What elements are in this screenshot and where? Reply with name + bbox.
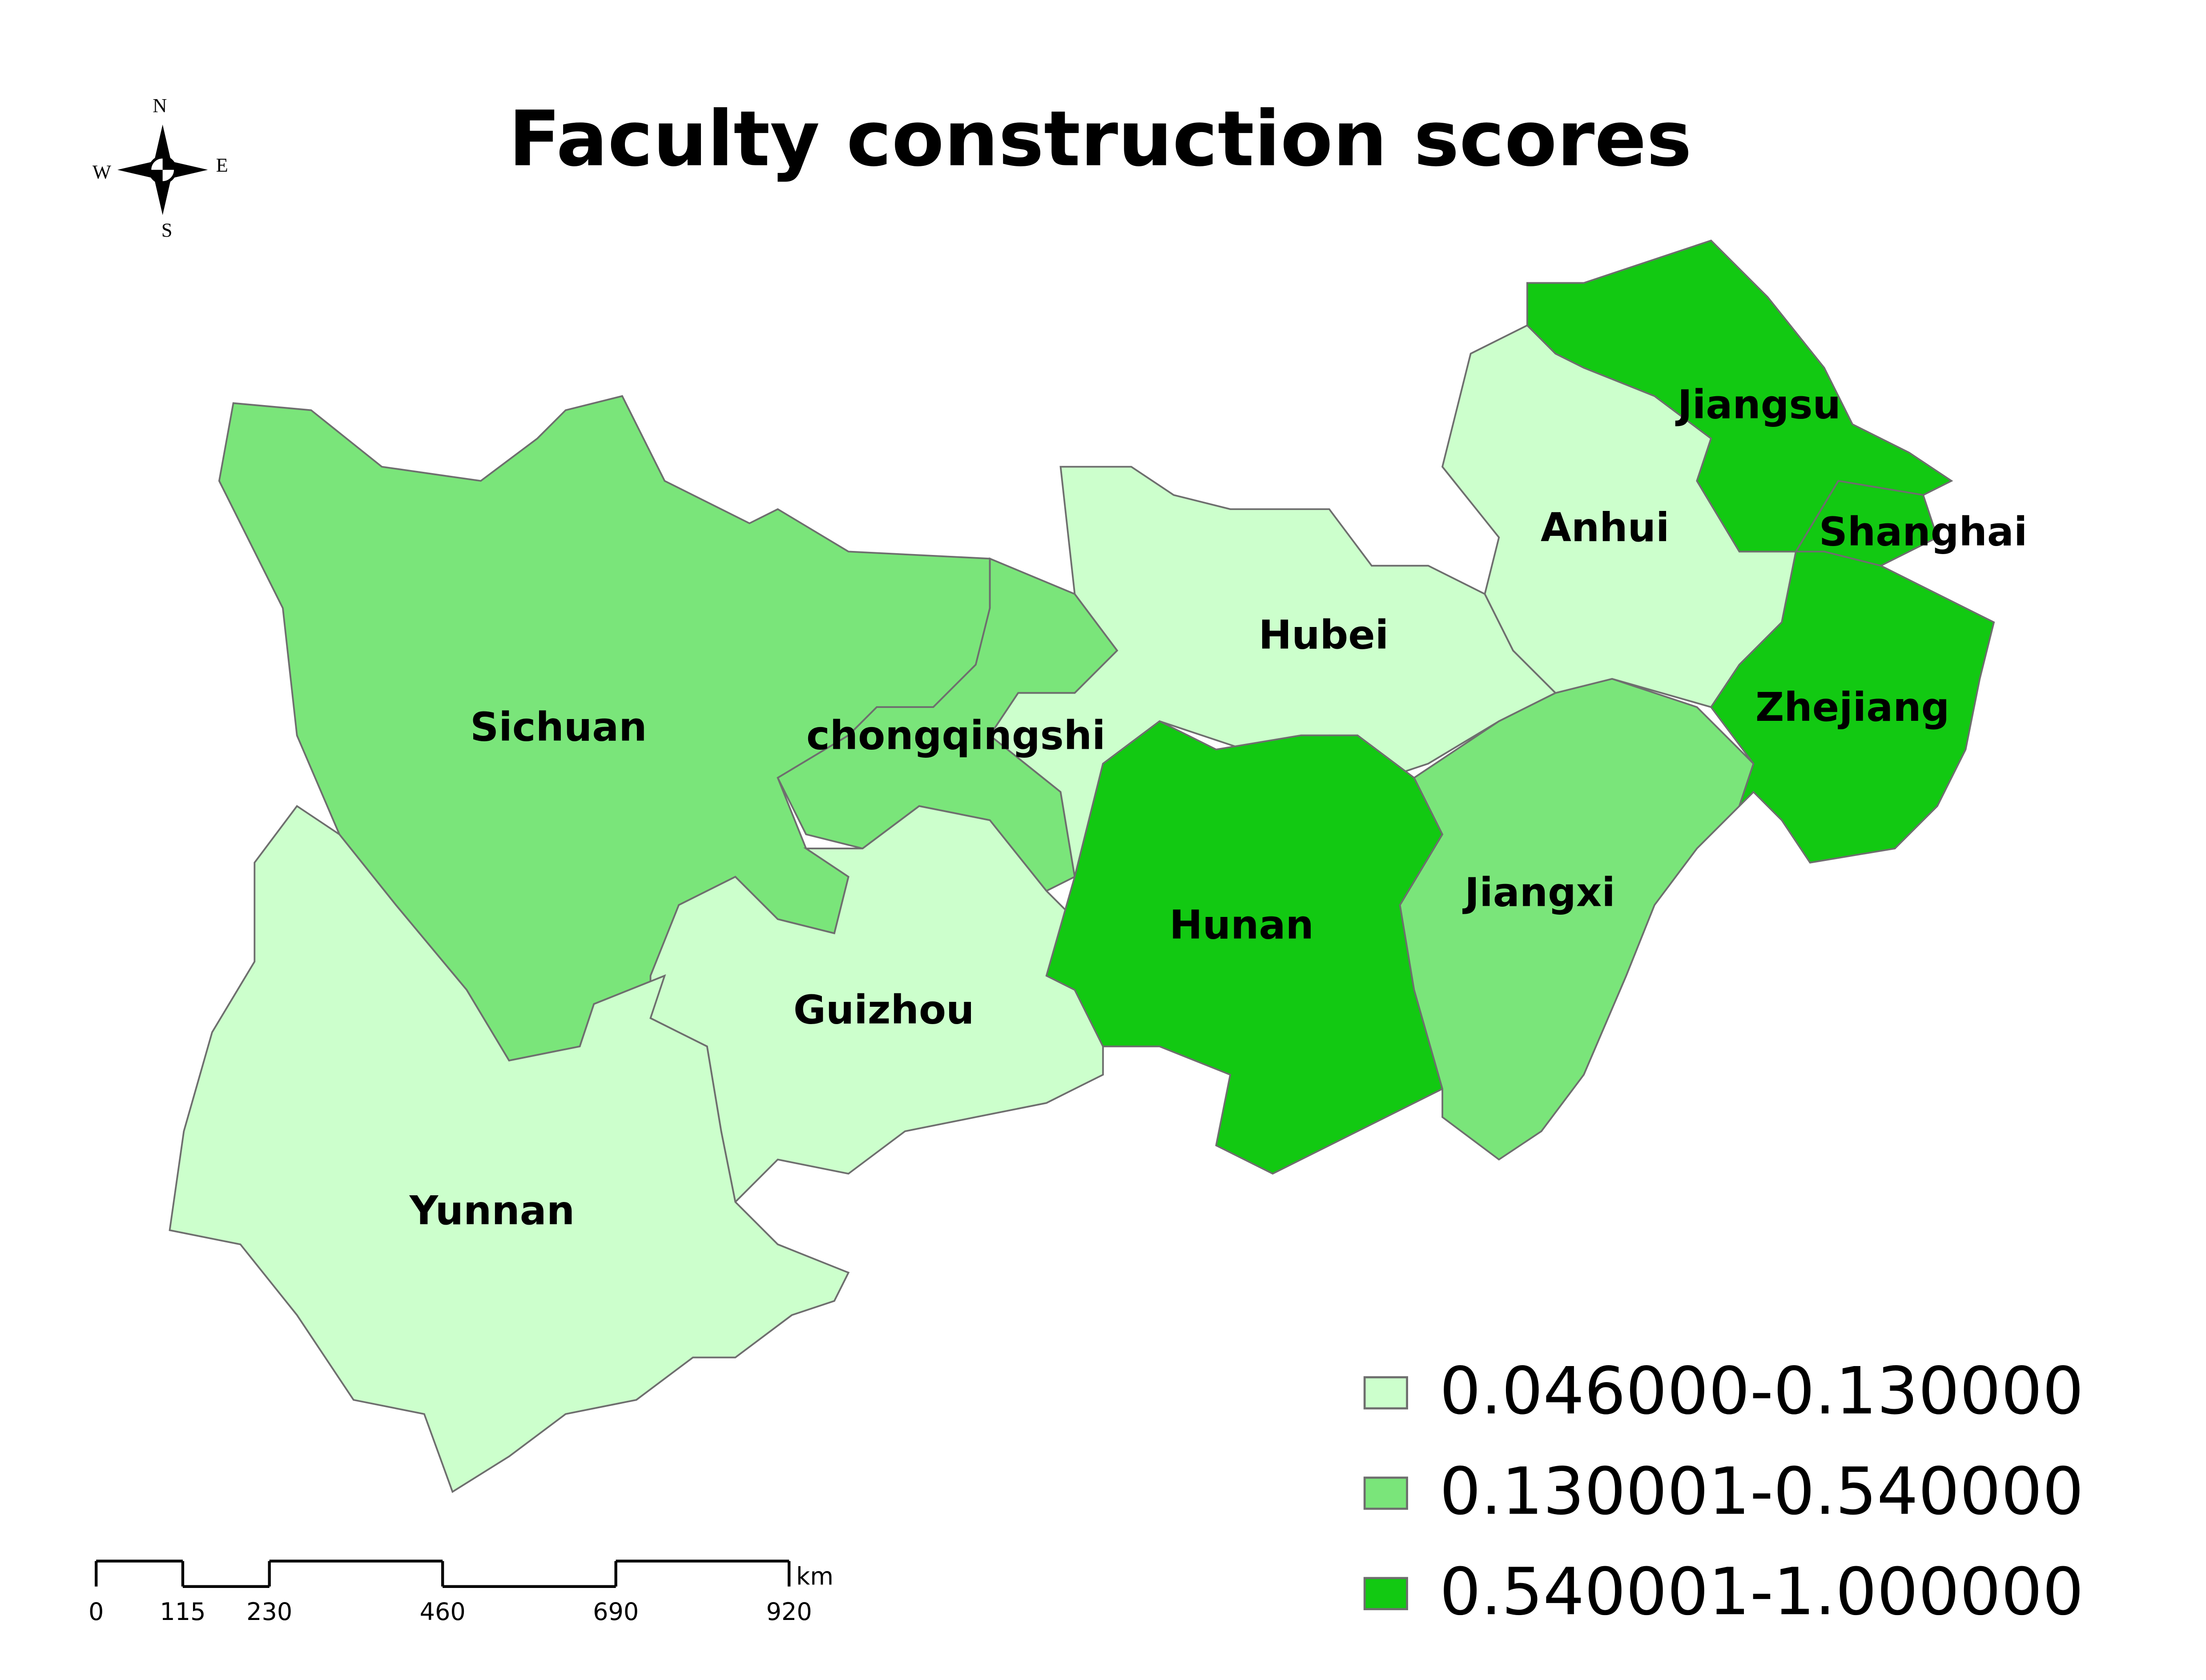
scale-bar-label: 115 (160, 1598, 205, 1626)
region (1710, 551, 1995, 864)
region-label: Yunnan (409, 1187, 575, 1234)
compass-label: N (153, 94, 167, 117)
compass-label: S (161, 219, 173, 241)
legend-swatch (1363, 1476, 1408, 1510)
region-label: Shanghai (1819, 509, 2028, 555)
scale-bar-label: 230 (246, 1598, 292, 1626)
scale-bar-label: 690 (593, 1598, 639, 1626)
region-label: Zhejiang (1755, 684, 1949, 730)
compass: N S E W (93, 94, 228, 241)
scale-bar-label: 0 (89, 1598, 104, 1626)
legend-swatch (1363, 1376, 1408, 1410)
region-label: Guizhou (793, 986, 974, 1033)
region-labels: Sichuan chongqingshi Guizhou Yunnan Hubei Hun… (409, 381, 2028, 1233)
scale-bar-unit: km (796, 1562, 833, 1590)
compass-label: E (216, 154, 228, 176)
legend-swatch (1363, 1577, 1408, 1611)
legend-label: 0.130001-0.540000 (1440, 1454, 2084, 1529)
scale-bar-label: 460 (420, 1598, 466, 1626)
regions (169, 239, 1995, 1493)
region-label: chongqingshi (806, 712, 1106, 758)
region-label: Anhui (1541, 504, 1670, 551)
legend-label: 0.046000-0.130000 (1440, 1354, 2084, 1429)
map-title: Faculty construction scores (508, 95, 1692, 184)
region-label: Sichuan (470, 703, 647, 750)
region-label: Hunan (1169, 902, 1314, 948)
scale-bar-line (96, 1559, 789, 1588)
scale-bar-label: 920 (766, 1598, 812, 1626)
region-label: Jiangsu (1675, 381, 1841, 427)
legend-label: 0.540001-1.000000 (1440, 1554, 2084, 1630)
compass-center (150, 157, 176, 183)
compass-label: W (93, 161, 111, 183)
region (169, 805, 850, 1493)
region-label: Hubei (1259, 612, 1389, 658)
region-label: Jiangxi (1462, 869, 1615, 915)
